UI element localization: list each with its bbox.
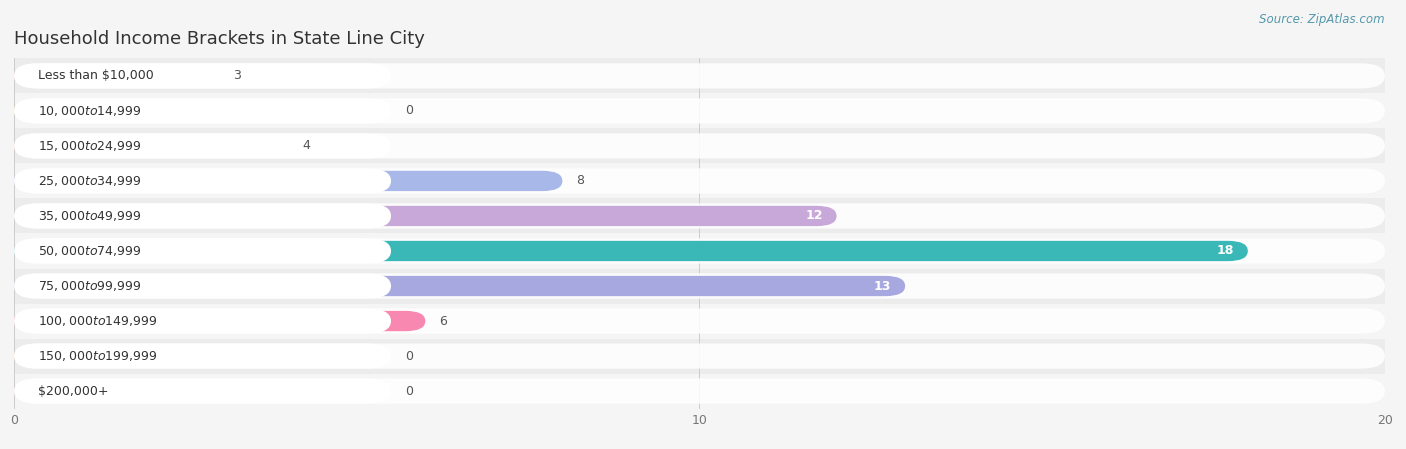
FancyBboxPatch shape — [14, 101, 221, 121]
FancyBboxPatch shape — [14, 343, 1385, 369]
FancyBboxPatch shape — [14, 171, 562, 191]
Bar — [14, 163, 1385, 198]
Text: $10,000 to $14,999: $10,000 to $14,999 — [38, 104, 142, 118]
Text: $200,000+: $200,000+ — [38, 385, 108, 397]
FancyBboxPatch shape — [14, 133, 1385, 158]
FancyBboxPatch shape — [14, 311, 425, 331]
Text: $25,000 to $34,999: $25,000 to $34,999 — [38, 174, 142, 188]
FancyBboxPatch shape — [14, 308, 391, 334]
FancyBboxPatch shape — [14, 308, 1385, 334]
Bar — [14, 233, 1385, 269]
FancyBboxPatch shape — [14, 136, 288, 156]
Bar — [14, 128, 1385, 163]
Text: Less than $10,000: Less than $10,000 — [38, 70, 153, 82]
Text: $15,000 to $24,999: $15,000 to $24,999 — [38, 139, 142, 153]
FancyBboxPatch shape — [14, 98, 1385, 123]
FancyBboxPatch shape — [14, 273, 391, 299]
FancyBboxPatch shape — [14, 273, 1385, 299]
FancyBboxPatch shape — [14, 133, 391, 158]
Bar — [14, 198, 1385, 233]
FancyBboxPatch shape — [14, 63, 1385, 88]
FancyBboxPatch shape — [14, 168, 391, 194]
Bar — [14, 269, 1385, 304]
Text: 0: 0 — [405, 350, 413, 362]
FancyBboxPatch shape — [14, 241, 1249, 261]
FancyBboxPatch shape — [14, 343, 391, 369]
Text: 0: 0 — [405, 105, 413, 117]
FancyBboxPatch shape — [14, 379, 1385, 404]
FancyBboxPatch shape — [14, 203, 391, 229]
Bar — [14, 304, 1385, 339]
Text: 12: 12 — [806, 210, 823, 222]
Text: Source: ZipAtlas.com: Source: ZipAtlas.com — [1260, 13, 1385, 26]
FancyBboxPatch shape — [14, 381, 221, 401]
FancyBboxPatch shape — [14, 346, 221, 366]
FancyBboxPatch shape — [14, 66, 219, 86]
FancyBboxPatch shape — [14, 203, 1385, 229]
FancyBboxPatch shape — [14, 379, 391, 404]
Bar — [14, 374, 1385, 409]
Bar — [14, 93, 1385, 128]
Text: $75,000 to $99,999: $75,000 to $99,999 — [38, 279, 142, 293]
Text: Household Income Brackets in State Line City: Household Income Brackets in State Line … — [14, 31, 425, 48]
FancyBboxPatch shape — [14, 168, 1385, 194]
Text: $150,000 to $199,999: $150,000 to $199,999 — [38, 349, 157, 363]
Text: $100,000 to $149,999: $100,000 to $149,999 — [38, 314, 157, 328]
Text: 0: 0 — [405, 385, 413, 397]
FancyBboxPatch shape — [14, 238, 1385, 264]
Text: 18: 18 — [1216, 245, 1234, 257]
Text: $35,000 to $49,999: $35,000 to $49,999 — [38, 209, 142, 223]
FancyBboxPatch shape — [14, 276, 905, 296]
FancyBboxPatch shape — [14, 206, 837, 226]
Text: 8: 8 — [576, 175, 583, 187]
Bar — [14, 339, 1385, 374]
FancyBboxPatch shape — [14, 238, 391, 264]
Text: 6: 6 — [439, 315, 447, 327]
Text: 13: 13 — [875, 280, 891, 292]
FancyBboxPatch shape — [14, 63, 391, 88]
Text: 3: 3 — [233, 70, 242, 82]
Text: 4: 4 — [302, 140, 309, 152]
Bar — [14, 58, 1385, 93]
FancyBboxPatch shape — [14, 98, 391, 123]
Text: $50,000 to $74,999: $50,000 to $74,999 — [38, 244, 142, 258]
